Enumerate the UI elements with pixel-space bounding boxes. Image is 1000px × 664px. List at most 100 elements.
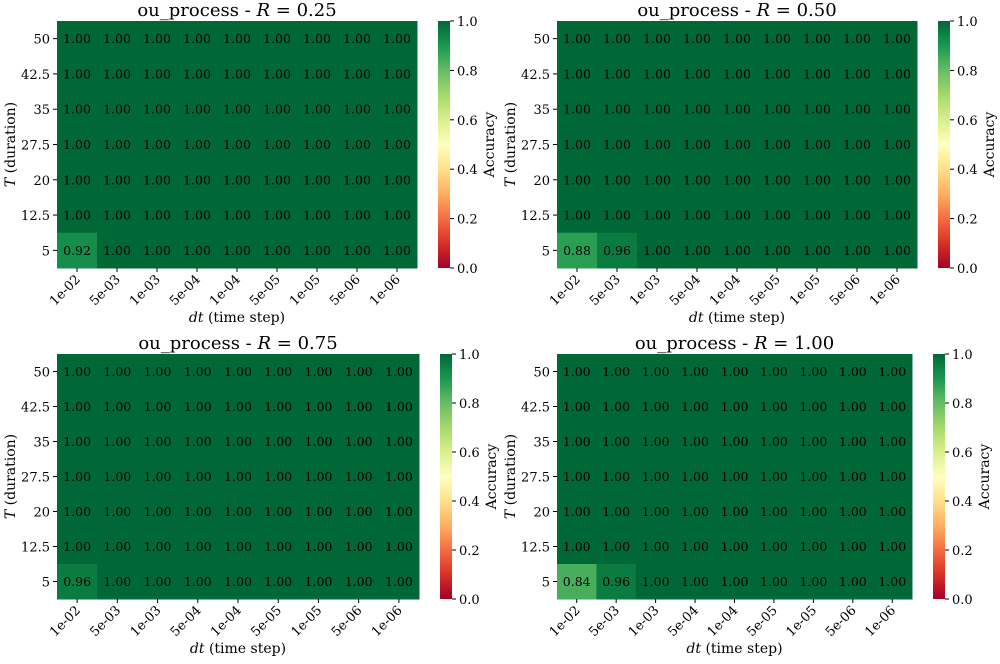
heatmap-cell <box>557 424 597 460</box>
heatmap-cell <box>677 21 718 57</box>
colorbar-tick-label: 0.2 <box>457 213 478 228</box>
cell-value-label: 1.00 <box>763 208 791 223</box>
cell-value-label: 1.00 <box>643 172 671 187</box>
heatmap-cell <box>833 529 874 565</box>
cell-value-label: 1.00 <box>183 137 211 152</box>
heatmap-cell <box>217 424 259 460</box>
heatmap-cell <box>714 354 755 390</box>
cell-value-label: 1.00 <box>303 66 331 81</box>
y-axis-label: T (duration) <box>3 434 19 519</box>
heatmap-cell <box>677 162 718 198</box>
cell-value-label: 1.00 <box>224 539 252 554</box>
cell-value-label: 1.00 <box>603 31 631 46</box>
cell-value-label: 1.00 <box>63 399 91 414</box>
heatmap-cell <box>217 389 259 425</box>
cell-value-label: 1.00 <box>345 469 373 484</box>
heatmap-cell <box>597 91 638 128</box>
cell-value-label: 1.00 <box>799 399 827 414</box>
cell-value-label: 1.00 <box>143 208 171 223</box>
cell-value-label: 1.00 <box>603 102 631 117</box>
heatmap-cell <box>597 21 638 57</box>
cell-value-label: 1.00 <box>563 504 591 519</box>
y-tick-label: 35 <box>33 103 50 118</box>
heatmap-cell <box>298 529 340 565</box>
x-tick-label: 1e-04 <box>208 603 245 640</box>
cell-value-label: 1.00 <box>103 66 131 81</box>
cell-value-label: 1.00 <box>263 66 291 81</box>
heatmap-cell <box>217 459 259 495</box>
x-tick-label: 1e-04 <box>707 272 744 309</box>
colorbar-tick-label: 0.0 <box>957 262 978 277</box>
heatmap-cell <box>137 197 178 234</box>
cell-value-label: 1.00 <box>878 469 906 484</box>
cell-value-label: 1.00 <box>683 243 711 258</box>
colorbar-tick-label: 0.8 <box>957 64 978 79</box>
cell-value-label: 1.00 <box>843 102 871 117</box>
colorbar <box>938 21 950 268</box>
heatmap-cell <box>57 424 98 460</box>
x-tick-label: 1e-02 <box>47 603 84 640</box>
cell-value-label: 1.00 <box>603 208 631 223</box>
cell-value-label: 1.00 <box>183 208 211 223</box>
cell-value-label: 0.96 <box>602 574 630 589</box>
cell-value-label: 1.00 <box>883 137 911 152</box>
x-tick-label: 5e-05 <box>248 603 285 640</box>
y-tick-label: 5 <box>542 576 550 591</box>
cell-value-label: 1.00 <box>303 31 331 46</box>
x-axis-label: dt (time step) <box>189 310 285 326</box>
heatmap-cell <box>298 424 340 460</box>
heatmap-panel: 1.00 1.00 1.00 1.00 1.00 1.00 1.00 1.00 1.001.00… <box>3 333 500 657</box>
cell-value-label: 1.00 <box>883 243 911 258</box>
cell-value-label: 1.00 <box>144 469 172 484</box>
cell-value-label: 1.00 <box>681 574 709 589</box>
heatmap-cell <box>297 232 338 269</box>
heatmap-cell <box>797 232 838 269</box>
heatmap-cell <box>57 389 98 425</box>
heatmap-cell <box>877 232 918 269</box>
y-tick-label: 5 <box>542 244 550 259</box>
y-tick-label: 35 <box>533 103 550 118</box>
cell-value-label: 1.00 <box>883 208 911 223</box>
x-tick-label: 1e-06 <box>862 603 899 640</box>
x-tick-label: 5e-06 <box>329 603 366 640</box>
heatmap-cell <box>258 564 299 600</box>
heatmap-cell <box>298 494 340 530</box>
heatmap-cell <box>596 494 637 530</box>
cell-value-label: 1.00 <box>385 574 413 589</box>
cell-value-label: 1.00 <box>144 434 172 449</box>
heatmap-cell <box>797 56 838 93</box>
cell-value-label: 1.00 <box>385 364 413 379</box>
cell-value-label: 1.00 <box>721 364 749 379</box>
heatmap-cell <box>793 424 834 460</box>
heatmap-cell <box>872 459 913 495</box>
heatmap-cell <box>137 424 179 460</box>
heatmap-cell <box>297 91 338 128</box>
heatmap-cell <box>714 529 755 565</box>
heatmap-cell <box>557 197 598 234</box>
heatmap-cell <box>177 529 219 565</box>
cell-value-label: 1.00 <box>878 399 906 414</box>
heatmap-cell <box>675 389 716 425</box>
cell-value-label: 1.00 <box>263 208 291 223</box>
cell-value-label: 1.00 <box>642 364 670 379</box>
cell-value-label: 1.00 <box>103 137 131 152</box>
heatmap-cell <box>675 459 716 495</box>
cell-value-label: 1.00 <box>383 172 411 187</box>
cell-value-label: 1.00 <box>63 364 91 379</box>
heatmap-cell <box>57 459 98 495</box>
heatmap-cell <box>754 389 795 425</box>
cell-value-label: 1.00 <box>184 469 212 484</box>
heatmap-cell <box>298 459 340 495</box>
colorbar-tick-label: 1.0 <box>457 15 478 30</box>
y-tick-label: 27.5 <box>21 471 50 486</box>
heatmap-cell <box>557 162 598 198</box>
heatmap-cell <box>177 126 218 163</box>
heatmap-cell <box>297 197 338 234</box>
heatmap-cell <box>872 389 913 425</box>
y-axis-label: T (duration) <box>503 434 519 519</box>
colorbar-tick-label: 0.6 <box>457 114 478 129</box>
cell-value-label: 1.00 <box>843 66 871 81</box>
heatmap-cell <box>637 56 678 93</box>
cell-value-label: 1.00 <box>760 469 788 484</box>
heatmap-cell <box>97 459 138 495</box>
